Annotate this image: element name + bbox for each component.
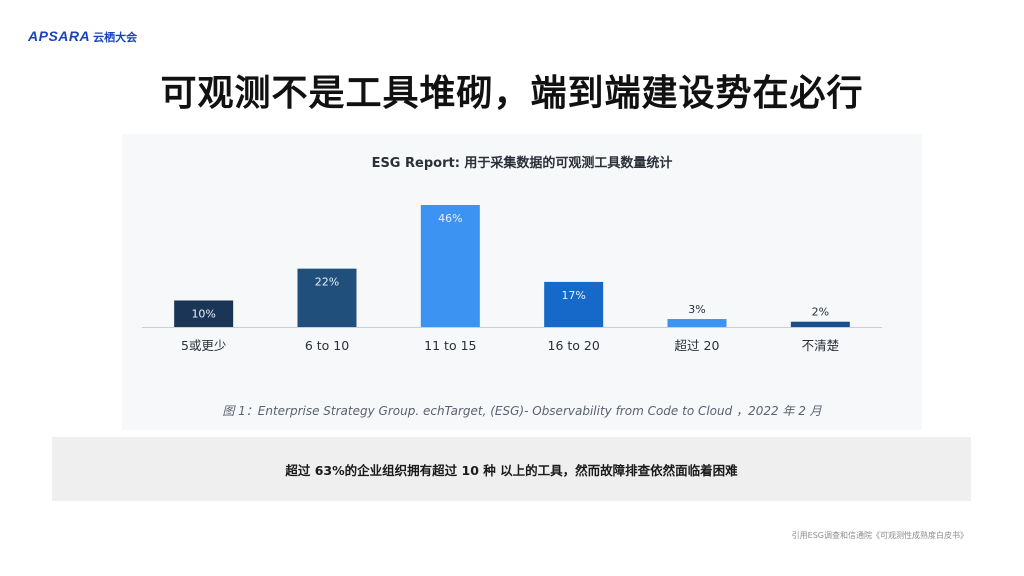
bar-chart: 10% 5或更少 22% 6 to 10 46% 11 to 15 17% 16 to 20 3… [142, 205, 882, 353]
chart-card: ESG Report: 用于采集数据的可观测工具数量统计 10% 5或更少 22% 6… [122, 134, 922, 430]
footnote: 引用ESG调查和信通院《可观测性成熟度白皮书》 [791, 531, 968, 540]
x-tick-label-1: 6 to 10 [305, 338, 349, 353]
x-tick-label-3: 16 to 20 [548, 338, 600, 353]
chart-title: ESG Report: 用于采集数据的可观测工具数量统计 [371, 156, 673, 171]
bar-3 [544, 281, 604, 327]
bar-2 [420, 205, 480, 327]
bar-value-label-1: 22% [315, 276, 339, 289]
x-tick-label-4: 超过 20 [675, 338, 720, 353]
summary-text: 超过 63%的企业组织拥有超过 10 种 以上的工具，然而故障排查依然面临着困难 [285, 462, 738, 478]
bar-value-label-5: 2% [812, 306, 829, 319]
bar-value-label-4: 3% [688, 303, 705, 316]
apsara-logo: APSARA 云栖大会 [28, 28, 137, 45]
logo-cn: 云栖大会 [93, 31, 138, 44]
x-tick-label-2: 11 to 15 [424, 338, 476, 353]
x-tick-label-5: 不清楚 [802, 338, 840, 353]
bar-0 [174, 300, 234, 327]
bar-value-label-0: 10% [191, 307, 215, 320]
bar-value-label-3: 17% [561, 289, 585, 302]
bar-5 [790, 321, 850, 327]
x-tick-label-0: 5或更少 [181, 338, 226, 353]
bar-4 [667, 319, 727, 327]
bar-1 [297, 268, 357, 327]
bar-value-label-2: 46% [438, 212, 462, 225]
chart-caption: 图 1：Enterprise Strategy Group. echTarget… [222, 404, 822, 418]
logo-mark: APSARA [28, 28, 91, 44]
summary-band: 超过 63%的企业组织拥有超过 10 种 以上的工具，然而故障排查依然面临着困难 [52, 437, 971, 501]
page-title: 可观测不是工具堆砌，端到端建设势在必行 [160, 73, 864, 114]
